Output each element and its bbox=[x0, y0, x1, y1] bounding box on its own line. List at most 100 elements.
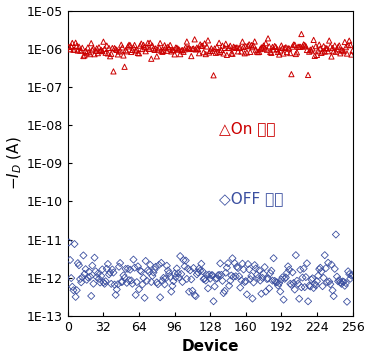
Point bbox=[88, 40, 94, 46]
Point bbox=[89, 47, 95, 53]
Point bbox=[133, 48, 139, 53]
Point bbox=[238, 49, 244, 54]
Point bbox=[122, 275, 128, 280]
Point bbox=[310, 275, 316, 281]
Point bbox=[223, 41, 229, 47]
Point bbox=[103, 50, 109, 56]
Point bbox=[259, 275, 265, 281]
Point bbox=[165, 267, 171, 273]
Point bbox=[95, 50, 101, 56]
X-axis label: Device: Device bbox=[181, 339, 239, 355]
Point bbox=[213, 276, 219, 282]
Point bbox=[299, 284, 305, 290]
Point bbox=[331, 293, 337, 299]
Point bbox=[110, 45, 115, 51]
Point bbox=[217, 261, 223, 266]
Point bbox=[147, 40, 153, 46]
Point bbox=[179, 279, 185, 285]
Point bbox=[203, 278, 209, 283]
Point bbox=[240, 44, 246, 50]
Point bbox=[153, 45, 159, 51]
Point bbox=[173, 274, 179, 280]
Point bbox=[278, 289, 283, 294]
Point bbox=[216, 272, 222, 278]
Point bbox=[282, 276, 288, 282]
Point bbox=[216, 40, 222, 46]
Point bbox=[112, 45, 118, 51]
Point bbox=[118, 279, 124, 285]
Point bbox=[177, 253, 183, 259]
Point bbox=[145, 40, 151, 46]
Point bbox=[136, 50, 142, 56]
Point bbox=[126, 277, 132, 283]
Point bbox=[202, 41, 208, 46]
Point bbox=[229, 51, 235, 57]
Point bbox=[301, 41, 307, 47]
Point bbox=[236, 45, 242, 51]
Point bbox=[111, 68, 117, 74]
Point bbox=[293, 51, 299, 57]
Point bbox=[188, 276, 194, 282]
Point bbox=[332, 42, 338, 48]
Point bbox=[257, 278, 263, 283]
Point bbox=[154, 279, 160, 285]
Point bbox=[206, 50, 212, 55]
Point bbox=[330, 45, 336, 51]
Point bbox=[204, 44, 210, 49]
Point bbox=[301, 266, 307, 271]
Point bbox=[183, 258, 189, 264]
Point bbox=[296, 296, 302, 302]
Point bbox=[254, 272, 260, 278]
Point bbox=[291, 42, 297, 48]
Point bbox=[156, 262, 162, 268]
Point bbox=[106, 271, 112, 277]
Point bbox=[71, 241, 77, 247]
Point bbox=[117, 260, 123, 266]
Point bbox=[191, 46, 196, 51]
Point bbox=[322, 49, 328, 54]
Point bbox=[201, 276, 206, 282]
Point bbox=[78, 279, 84, 285]
Point bbox=[149, 273, 155, 279]
Point bbox=[196, 50, 202, 56]
Point bbox=[258, 291, 264, 297]
Point bbox=[283, 44, 289, 50]
Point bbox=[189, 288, 195, 294]
Point bbox=[287, 281, 293, 287]
Point bbox=[93, 269, 99, 274]
Point bbox=[252, 262, 258, 268]
Point bbox=[97, 280, 103, 285]
Point bbox=[95, 271, 101, 276]
Point bbox=[254, 49, 260, 54]
Point bbox=[145, 267, 151, 273]
Point bbox=[273, 44, 279, 50]
Point bbox=[66, 44, 72, 50]
Point bbox=[262, 264, 268, 270]
Point bbox=[133, 292, 139, 298]
Point bbox=[139, 282, 145, 287]
Point bbox=[68, 44, 74, 49]
Point bbox=[91, 281, 97, 287]
Point bbox=[343, 44, 349, 50]
Point bbox=[87, 274, 93, 279]
Point bbox=[316, 266, 322, 272]
Point bbox=[274, 279, 280, 285]
Point bbox=[93, 48, 99, 54]
Point bbox=[262, 46, 268, 51]
Point bbox=[215, 49, 221, 55]
Point bbox=[296, 44, 302, 50]
Point bbox=[334, 46, 340, 52]
Point bbox=[141, 42, 147, 48]
Point bbox=[97, 48, 103, 54]
Point bbox=[295, 281, 301, 287]
Point bbox=[172, 51, 178, 57]
Point bbox=[300, 275, 306, 280]
Point bbox=[227, 278, 233, 284]
Point bbox=[171, 278, 176, 284]
Point bbox=[248, 42, 254, 48]
Point bbox=[102, 46, 108, 52]
Point bbox=[138, 41, 144, 46]
Point bbox=[337, 50, 343, 56]
Point bbox=[274, 46, 280, 52]
Point bbox=[162, 282, 168, 287]
